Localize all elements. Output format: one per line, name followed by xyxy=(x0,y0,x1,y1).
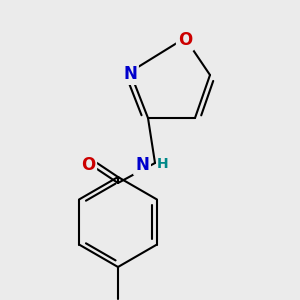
Text: O: O xyxy=(178,31,192,49)
Text: H: H xyxy=(157,158,169,172)
Text: N: N xyxy=(135,156,149,174)
Text: N: N xyxy=(123,65,137,83)
Text: O: O xyxy=(81,156,95,174)
